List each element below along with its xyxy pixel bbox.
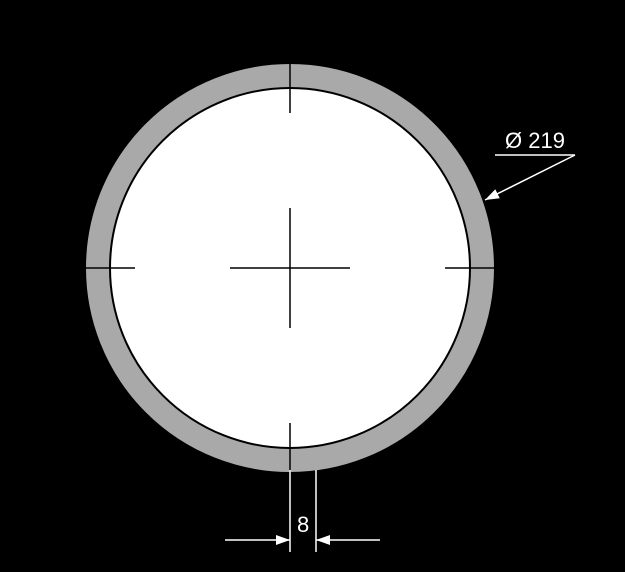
pipe-cross-section-diagram: Ø 219 8 [0, 0, 625, 572]
diameter-leader [485, 155, 575, 200]
diameter-leader-arrow [485, 189, 500, 200]
diameter-label: Ø 219 [505, 128, 565, 153]
thickness-arrow-left [276, 535, 290, 545]
thickness-label: 8 [297, 512, 309, 537]
thickness-arrow-right [316, 535, 330, 545]
